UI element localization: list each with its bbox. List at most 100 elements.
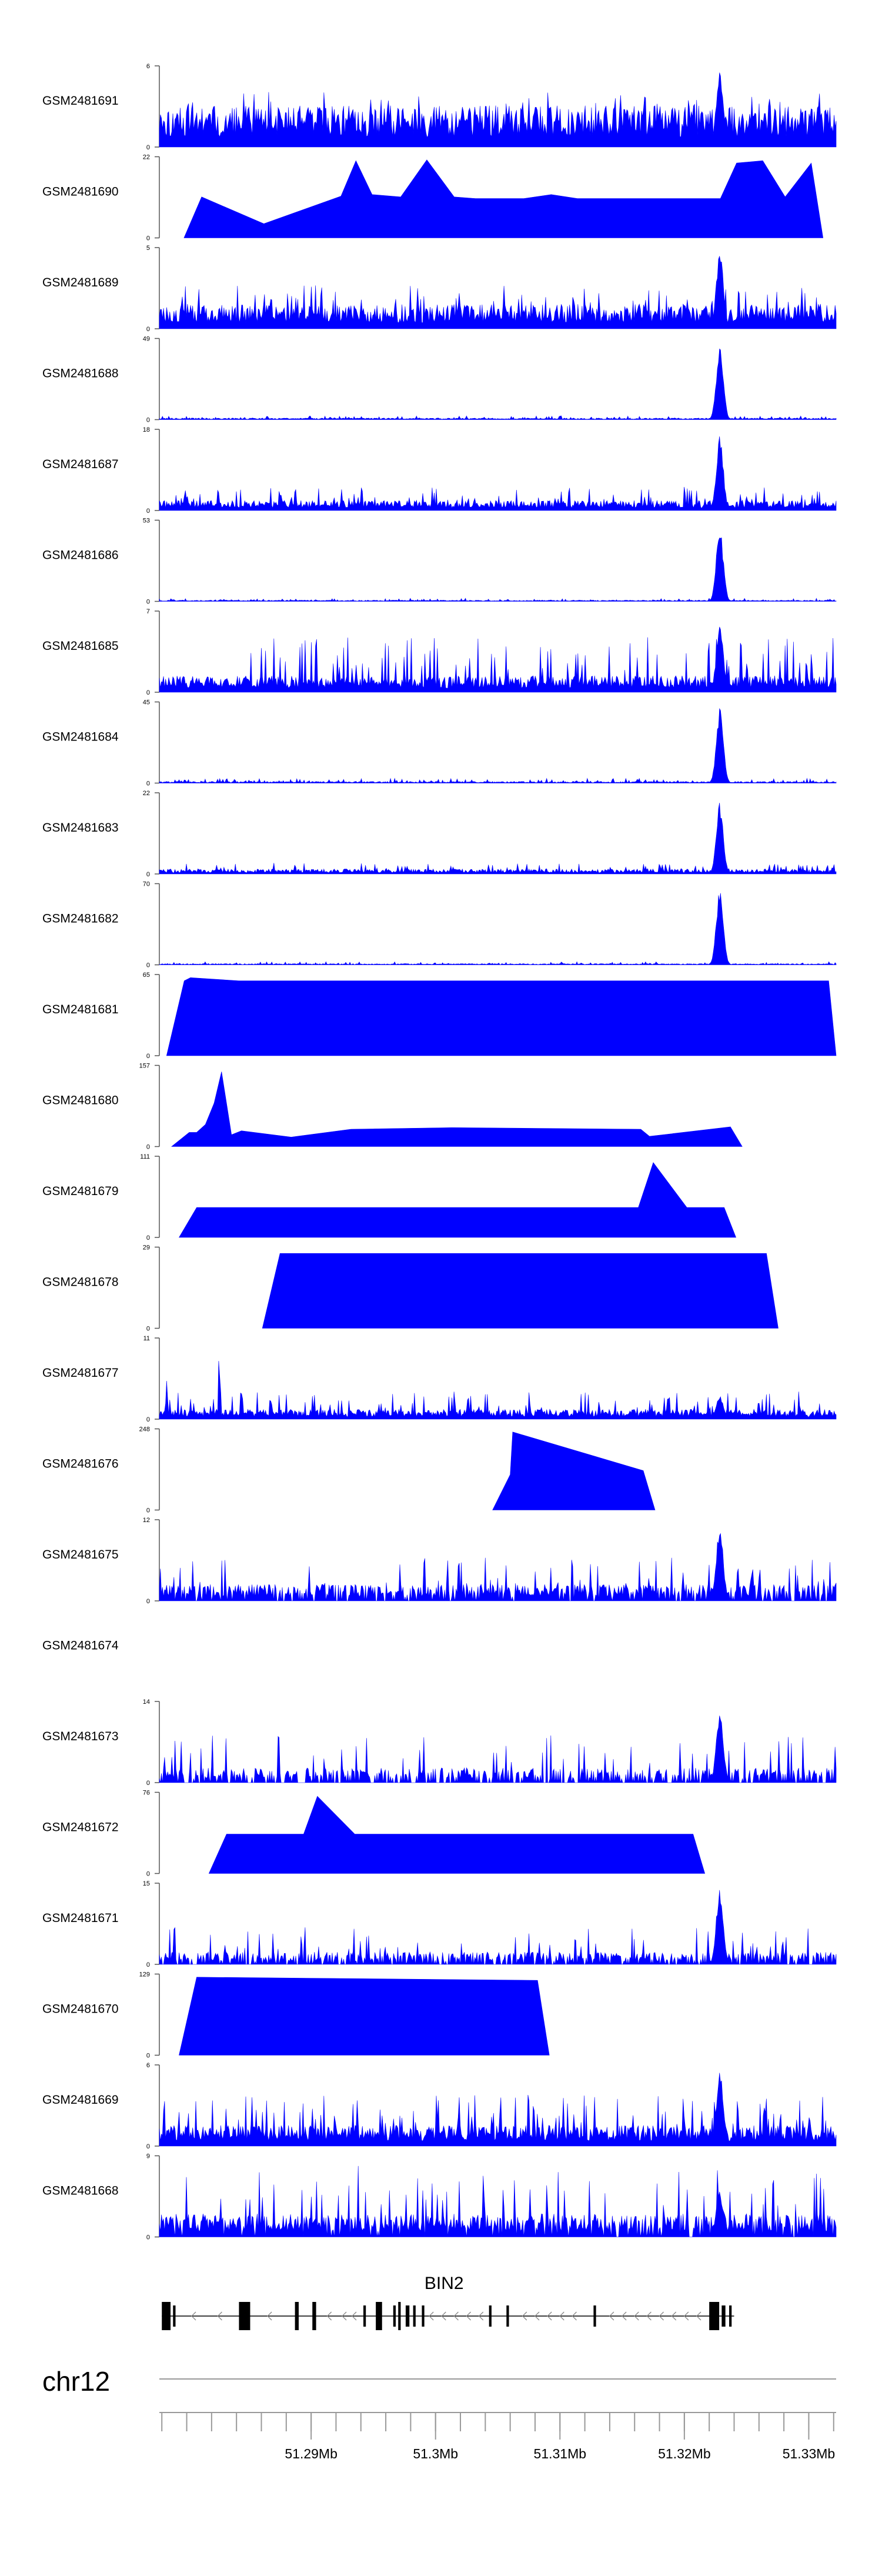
track-label: GSM2481689 bbox=[42, 276, 119, 289]
signal-area bbox=[159, 348, 837, 420]
track-label: GSM2481669 bbox=[42, 2093, 119, 2107]
track-GSM2481672: GSM2481672 76 0 bbox=[42, 1790, 706, 1878]
y-tick-label-min: 0 bbox=[146, 1961, 150, 1968]
track-GSM2481678: GSM2481678 29 0 bbox=[42, 1244, 779, 1333]
track-GSM2481689: GSM2481689 5 0 bbox=[42, 245, 837, 333]
strand-arrow bbox=[478, 2311, 484, 2321]
y-tick-label-min: 0 bbox=[146, 599, 150, 606]
track-label: GSM2481673 bbox=[42, 1730, 119, 1743]
strand-arrow bbox=[352, 2311, 357, 2321]
y-tick-label-max: 70 bbox=[143, 881, 150, 888]
strand-arrow bbox=[696, 2311, 701, 2321]
strand-arrow bbox=[572, 2311, 577, 2321]
strand-arrow bbox=[622, 2311, 627, 2321]
signal-area bbox=[166, 977, 837, 1056]
track-label: GSM2481670 bbox=[42, 2003, 119, 2016]
track-label: GSM2481682 bbox=[42, 912, 119, 926]
exon bbox=[393, 2305, 396, 2327]
strand-arrow bbox=[559, 2311, 564, 2321]
strand-arrow bbox=[547, 2311, 552, 2321]
y-tick-label-min: 0 bbox=[146, 689, 150, 696]
signal-area bbox=[159, 708, 837, 783]
strand-arrow bbox=[429, 2311, 434, 2321]
track-label: GSM2481675 bbox=[42, 1548, 119, 1561]
track-label: GSM2481671 bbox=[42, 1911, 119, 1925]
track-label: GSM2481684 bbox=[42, 730, 119, 744]
track-label: GSM2481668 bbox=[42, 2184, 119, 2198]
track-label: GSM2481678 bbox=[42, 1276, 119, 1289]
y-tick-label-min: 0 bbox=[146, 871, 150, 878]
track-GSM2481686: GSM2481686 53 0 bbox=[42, 518, 837, 606]
x-tick-label: 51.32Mb bbox=[658, 2446, 711, 2461]
track-GSM2481684: GSM2481684 45 0 bbox=[42, 699, 837, 788]
y-tick-label-max: 129 bbox=[139, 1971, 150, 1978]
y-tick-label-min: 0 bbox=[146, 1053, 150, 1060]
exon bbox=[422, 2305, 425, 2327]
track-label: GSM2481677 bbox=[42, 1366, 119, 1380]
y-tick-label-min: 0 bbox=[146, 1416, 150, 1423]
x-tick-label: 51.33Mb bbox=[783, 2446, 836, 2461]
track-GSM2481682: GSM2481682 70 0 bbox=[42, 881, 837, 969]
signal-area bbox=[159, 1716, 837, 1783]
strand-arrow bbox=[267, 2311, 272, 2321]
y-tick-label-max: 65 bbox=[143, 972, 150, 979]
axis-track: chr12 51.29Mb 51.3Mb 51.31Mb 51.32Mb 51.33Mb bbox=[42, 2366, 836, 2461]
y-tick-label-max: 49 bbox=[143, 336, 150, 343]
y-tick-label-max: 15 bbox=[143, 1880, 150, 1887]
signal-area bbox=[159, 1533, 837, 1601]
signal-area bbox=[159, 626, 837, 693]
signal-area bbox=[179, 1977, 550, 2056]
track-GSM2481671: GSM2481671 15 0 bbox=[42, 1880, 837, 1968]
exon bbox=[721, 2305, 726, 2327]
signal-area bbox=[159, 72, 837, 148]
signal-area bbox=[159, 802, 837, 875]
track-GSM2481687: GSM2481687 18 0 bbox=[42, 426, 837, 515]
signal-area bbox=[159, 893, 837, 965]
exon bbox=[312, 2302, 316, 2330]
strand-arrow bbox=[453, 2311, 459, 2321]
exon bbox=[162, 2302, 171, 2330]
y-tick-label-min: 0 bbox=[146, 780, 150, 788]
y-tick-label-max: 14 bbox=[143, 1699, 150, 1706]
track-GSM2481676: GSM2481676 248 0 bbox=[42, 1426, 656, 1514]
y-tick-label-min: 0 bbox=[146, 235, 150, 242]
track-label: GSM2481680 bbox=[42, 1094, 119, 1107]
signal-area bbox=[492, 1432, 656, 1510]
exon bbox=[398, 2302, 401, 2330]
track-GSM2481691: GSM2481691 6 0 bbox=[42, 63, 837, 151]
y-tick-label-max: 248 bbox=[139, 1426, 150, 1433]
exon bbox=[593, 2305, 596, 2327]
y-tick-label-max: 12 bbox=[143, 1517, 150, 1524]
signal-area bbox=[159, 2073, 837, 2147]
strand-arrow bbox=[217, 2311, 222, 2321]
track-label: GSM2481690 bbox=[42, 185, 119, 199]
exon bbox=[413, 2305, 416, 2327]
strand-arrow bbox=[683, 2311, 689, 2321]
y-tick-label-min: 0 bbox=[146, 417, 150, 424]
track-label: GSM2481676 bbox=[42, 1457, 119, 1471]
y-tick-label-min: 0 bbox=[146, 1780, 150, 1787]
y-tick-label-min: 0 bbox=[146, 2053, 150, 2060]
gene-label: BIN2 bbox=[425, 2274, 464, 2293]
strand-arrow bbox=[342, 2311, 347, 2321]
y-tick-label-max: 18 bbox=[143, 426, 150, 433]
signal-area bbox=[159, 537, 837, 602]
y-tick-label-max: 157 bbox=[139, 1063, 150, 1070]
y-tick-label-max: 76 bbox=[143, 1790, 150, 1797]
exon bbox=[709, 2302, 720, 2330]
track-GSM2481683: GSM2481683 22 0 bbox=[42, 790, 837, 878]
signal-area bbox=[159, 256, 837, 329]
track-label: GSM2481681 bbox=[42, 1003, 119, 1016]
track-GSM2481674: GSM2481674 bbox=[42, 1639, 119, 1653]
y-tick-label-max: 7 bbox=[146, 608, 150, 615]
exon bbox=[295, 2302, 299, 2330]
exon bbox=[376, 2302, 382, 2330]
track-GSM2481681: GSM2481681 65 0 bbox=[42, 972, 837, 1060]
track-GSM2481670: GSM2481670 129 0 bbox=[42, 1971, 550, 2060]
track-GSM2481675: GSM2481675 12 0 bbox=[42, 1517, 837, 1605]
y-tick-label-min: 0 bbox=[146, 2143, 150, 2150]
track-label: GSM2481685 bbox=[42, 639, 119, 653]
exon bbox=[729, 2305, 732, 2327]
